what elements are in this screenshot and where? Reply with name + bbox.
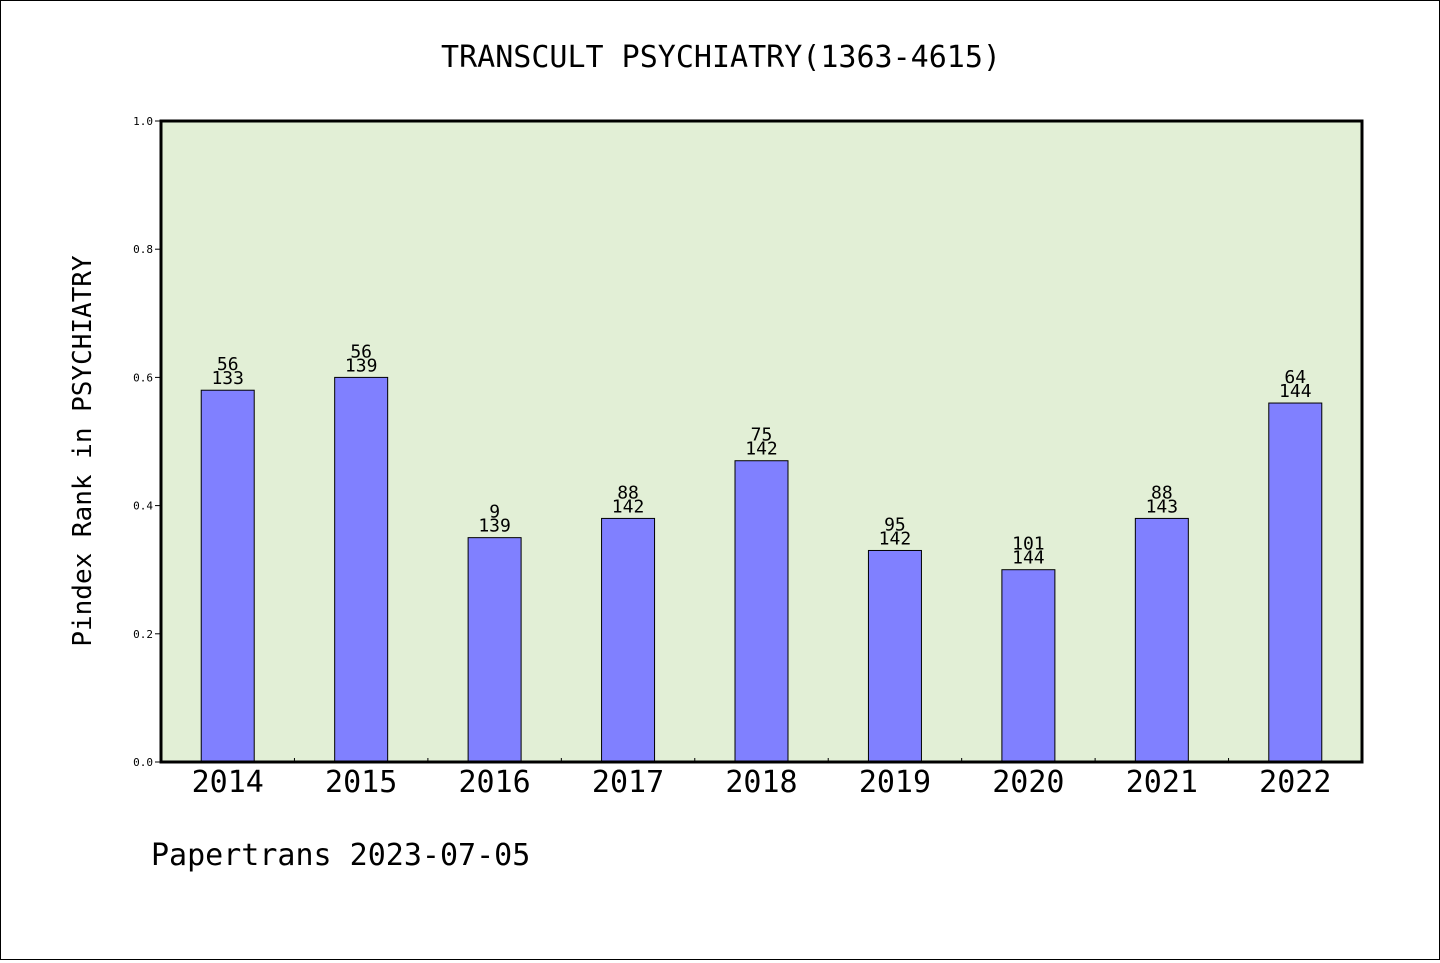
bar-2018 — [734, 460, 789, 763]
chart-title: TRANSCULT PSYCHIATRY(1363-4615) — [441, 40, 1001, 75]
bar-2020 — [1001, 569, 1056, 763]
bar-total-label: 133 — [211, 368, 244, 389]
x-tick-label: 2021 — [1126, 765, 1198, 800]
bar-rank-label: 56 — [217, 354, 239, 375]
x-tick-label: 2020 — [992, 765, 1064, 800]
bar-rank-label: 9 — [489, 502, 500, 523]
bar-total-label: 139 — [345, 355, 378, 376]
bar-total-label: 143 — [1146, 496, 1179, 517]
bar-2019 — [867, 549, 922, 763]
bar-total-label: 142 — [879, 528, 912, 549]
plot-border — [159, 119, 1364, 764]
y-tick-label: 1.0 — [133, 115, 153, 128]
y-axis-label: Pindex Rank in PSYCHIATRY — [68, 255, 98, 647]
bar-total-label: 139 — [478, 516, 511, 537]
x-tick-label: 2016 — [458, 765, 530, 800]
bar-total-label: 144 — [1012, 548, 1045, 569]
bar-2014 — [200, 389, 255, 763]
bar-rank-label: 88 — [617, 482, 639, 503]
x-tick-label: 2015 — [325, 765, 397, 800]
y-axis: 0.0 0.2 0.4 0.6 0.8 1.0 — [133, 115, 161, 769]
bar-rank-label: 88 — [1151, 482, 1173, 503]
y-tick-label: 0.0 — [133, 756, 153, 769]
bar-rank-label: 75 — [751, 425, 773, 446]
bar-rank-label: 101 — [1012, 534, 1045, 555]
x-tick-label: 2022 — [1259, 765, 1331, 800]
bar-rank-label: 56 — [350, 341, 372, 362]
x-tick-label: 2018 — [725, 765, 797, 800]
y-tick-label: 0.2 — [133, 628, 153, 641]
bar-rank-label: 64 — [1284, 367, 1306, 388]
bar-2021 — [1134, 517, 1189, 763]
footer-text: Papertrans 2023-07-05 — [151, 838, 530, 873]
bar-total-label: 142 — [745, 439, 778, 460]
bar-total-label: 144 — [1279, 381, 1312, 402]
x-tick-label: 2017 — [592, 765, 664, 800]
x-tick-label: 2019 — [859, 765, 931, 800]
bar-total-label: 142 — [612, 496, 645, 517]
bar-2022 — [1268, 402, 1323, 763]
y-tick-label: 0.4 — [133, 500, 153, 513]
bar-rank-label: 95 — [884, 514, 906, 535]
x-tick-label: 2014 — [192, 765, 264, 800]
y-tick-label: 0.6 — [133, 371, 153, 384]
bar-series — [200, 376, 1323, 763]
x-axis: 2014 2015 2016 2017 2018 2019 2020 2021 2022 — [192, 758, 1331, 800]
bar-2015 — [334, 376, 389, 763]
bar-2016 — [467, 537, 522, 763]
bar-2017 — [601, 517, 656, 763]
y-tick-label: 0.8 — [133, 243, 153, 256]
